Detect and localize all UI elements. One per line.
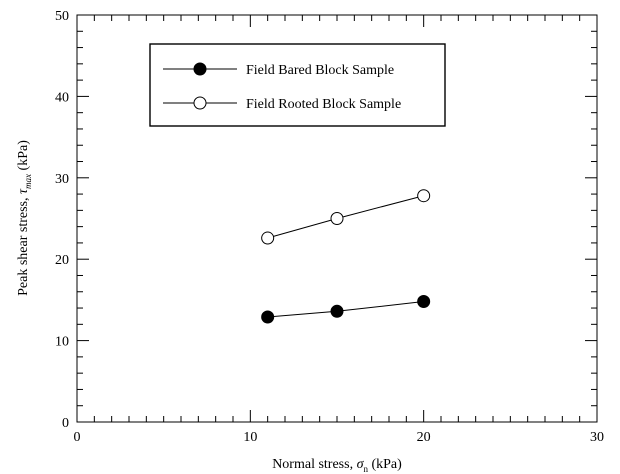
y-tick-label: 50 bbox=[55, 9, 69, 24]
y-axis-title: Peak shear stress, τmax (kPa) bbox=[16, 140, 33, 296]
y-tick-label: 10 bbox=[55, 335, 69, 350]
y-tick-label: 0 bbox=[62, 416, 69, 431]
y-tick-label: 20 bbox=[55, 253, 69, 268]
data-point bbox=[261, 231, 275, 245]
y-axis-title-symbol: τ bbox=[16, 188, 31, 194]
legend-label-bared: Field Bared Block Sample bbox=[246, 63, 394, 78]
y-axis-title-main: Peak shear stress, bbox=[16, 194, 31, 296]
series-line bbox=[267, 301, 424, 318]
x-axis-title-unit: (kPa) bbox=[368, 457, 402, 472]
y-tick-label: 40 bbox=[55, 90, 69, 105]
series-line bbox=[267, 195, 424, 239]
x-tick-label: 30 bbox=[590, 430, 604, 445]
series-bared bbox=[261, 295, 431, 324]
legend-label-rooted: Field Rooted Block Sample bbox=[246, 97, 401, 112]
legend-marker-bared bbox=[193, 62, 207, 76]
legend-marker-rooted bbox=[193, 96, 207, 110]
x-tick-label: 0 bbox=[74, 430, 81, 445]
y-axis-title-sub: max bbox=[23, 174, 33, 189]
legend: Field Bared Block Sample Field Rooted Bl… bbox=[149, 43, 446, 127]
data-point bbox=[330, 212, 344, 225]
legend-frame bbox=[149, 43, 446, 127]
x-axis-title: Normal stress, σn (kPa) bbox=[272, 457, 402, 474]
tick-marks bbox=[76, 14, 598, 423]
x-axis-title-sub: n bbox=[363, 464, 368, 474]
x-tick-label: 20 bbox=[417, 430, 431, 445]
data-point bbox=[261, 310, 275, 324]
series-layer bbox=[261, 189, 431, 324]
x-tick-label: 10 bbox=[243, 430, 257, 445]
data-point bbox=[417, 189, 431, 203]
y-axis-title-unit: (kPa) bbox=[16, 140, 31, 174]
data-point bbox=[330, 304, 344, 318]
y-tick-label: 30 bbox=[55, 172, 69, 187]
series-rooted bbox=[261, 189, 431, 245]
tick-labels: 0 10 20 30 0 10 20 30 40 50 bbox=[55, 9, 604, 445]
data-point bbox=[417, 295, 431, 309]
x-axis-title-main: Normal stress, bbox=[272, 457, 356, 472]
x-axis-title-symbol: σ bbox=[357, 457, 365, 472]
